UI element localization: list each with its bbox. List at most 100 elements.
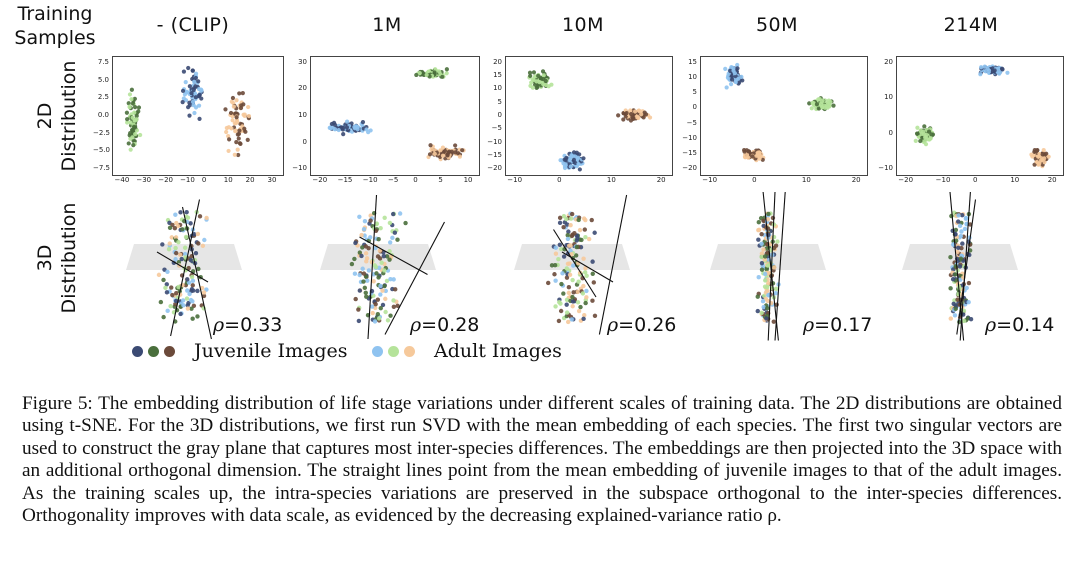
juvenile-point xyxy=(130,101,136,106)
adult-point xyxy=(766,292,771,298)
juvenile-point xyxy=(570,294,575,300)
header-line-1: Training xyxy=(17,3,93,25)
3d-plot-4 xyxy=(690,191,860,342)
juvenile-point xyxy=(361,279,366,284)
juvenile-point xyxy=(187,84,192,89)
juvenile-point xyxy=(167,225,173,230)
juvenile-point xyxy=(759,267,765,272)
juvenile-point xyxy=(949,213,954,219)
juvenile-point xyxy=(186,65,191,71)
adult-point xyxy=(384,278,390,284)
adult-point xyxy=(173,245,178,251)
juvenile-point xyxy=(362,285,368,291)
adult-point xyxy=(918,128,923,133)
juvenile-point xyxy=(199,96,204,101)
juvenile-point xyxy=(395,237,400,242)
adult-point xyxy=(176,240,181,245)
y-tick-label: 0 xyxy=(302,137,307,146)
adult-point xyxy=(772,265,777,270)
y-tick-label: 10 xyxy=(884,93,893,102)
adult-point xyxy=(571,263,576,268)
adult-point xyxy=(541,73,546,78)
juvenile-point xyxy=(616,113,621,118)
y-tick-label: 7.5 xyxy=(97,57,109,66)
juvenile-point xyxy=(132,125,137,130)
juvenile-point xyxy=(344,125,350,130)
juvenile-point xyxy=(158,299,164,305)
adult-point xyxy=(167,241,172,246)
juvenile-point xyxy=(172,226,178,231)
juvenile-point xyxy=(185,303,190,308)
adult-point xyxy=(529,80,534,85)
adult-point xyxy=(584,273,589,278)
juvenile-point xyxy=(561,291,566,296)
adult-point xyxy=(763,278,768,283)
juvenile-to-adult-direction-line xyxy=(762,191,779,341)
juvenile-point xyxy=(1032,162,1037,167)
juvenile-point xyxy=(623,114,628,119)
juvenile-point xyxy=(999,66,1005,71)
juvenile-point xyxy=(552,272,557,277)
juvenile-point xyxy=(573,253,579,258)
adult-point xyxy=(387,220,393,226)
adult-point xyxy=(584,295,589,300)
juvenile-point xyxy=(197,214,203,219)
rho-symbol: ρ xyxy=(803,314,815,336)
juvenile-point xyxy=(341,131,346,137)
juvenile-point xyxy=(992,68,997,73)
adult-point xyxy=(530,85,535,90)
juvenile-point xyxy=(570,299,576,304)
y-tick-label: 10 xyxy=(298,111,307,119)
3d-scatter-2 xyxy=(320,194,445,340)
adult-point xyxy=(809,106,814,111)
juvenile-point xyxy=(953,272,958,277)
column-header-10m: 10M xyxy=(561,14,605,36)
juvenile-point xyxy=(237,91,242,96)
adult-blue-dot xyxy=(372,345,383,357)
adult-point xyxy=(204,215,209,221)
juvenile-point xyxy=(376,275,381,280)
juvenile-point xyxy=(960,241,965,246)
adult-point xyxy=(583,234,588,240)
juvenile-point xyxy=(403,220,408,226)
juvenile-point xyxy=(950,277,956,282)
adult-point xyxy=(568,222,573,228)
juvenile-point xyxy=(381,253,387,259)
juvenile-point xyxy=(227,137,232,142)
juvenile-point xyxy=(356,307,361,312)
adult-point xyxy=(127,104,132,110)
juvenile-point xyxy=(755,308,760,314)
x-tick-label: 0 xyxy=(752,176,757,184)
tsne-scatter-2 xyxy=(327,67,466,162)
juvenile-point xyxy=(186,105,191,110)
juvenile-point xyxy=(234,115,239,120)
adult-point xyxy=(357,272,362,278)
adult-point xyxy=(565,261,571,266)
adult-point xyxy=(564,310,570,315)
adult-point xyxy=(564,216,569,222)
adult-point xyxy=(553,251,559,256)
juvenile-point xyxy=(176,259,182,265)
adult-point xyxy=(129,97,134,102)
adult-point xyxy=(232,152,237,157)
rho-value-1m: ρ=0.28 xyxy=(410,314,479,336)
3d-scatter-1 xyxy=(126,199,242,340)
adult-point xyxy=(764,285,770,290)
adult-point xyxy=(355,127,360,132)
tsne-scatter-5 xyxy=(913,64,1051,169)
adult-point xyxy=(560,271,565,276)
adult-point xyxy=(567,272,573,277)
juvenile-point xyxy=(238,105,244,111)
adult-point xyxy=(541,82,546,87)
juvenile-point xyxy=(380,302,386,308)
juvenile-point xyxy=(552,262,558,268)
juvenile-point xyxy=(581,316,586,321)
adult-point xyxy=(163,285,168,291)
row-label-3d: 3D Distribution xyxy=(33,178,81,338)
rho-number: =0.28 xyxy=(421,314,480,336)
juvenile-point xyxy=(621,117,626,122)
y-tick-label: 10 xyxy=(688,73,697,82)
y-tick-label: 20 xyxy=(884,57,893,66)
juvenile-point xyxy=(230,95,236,101)
adult-point xyxy=(128,147,133,152)
